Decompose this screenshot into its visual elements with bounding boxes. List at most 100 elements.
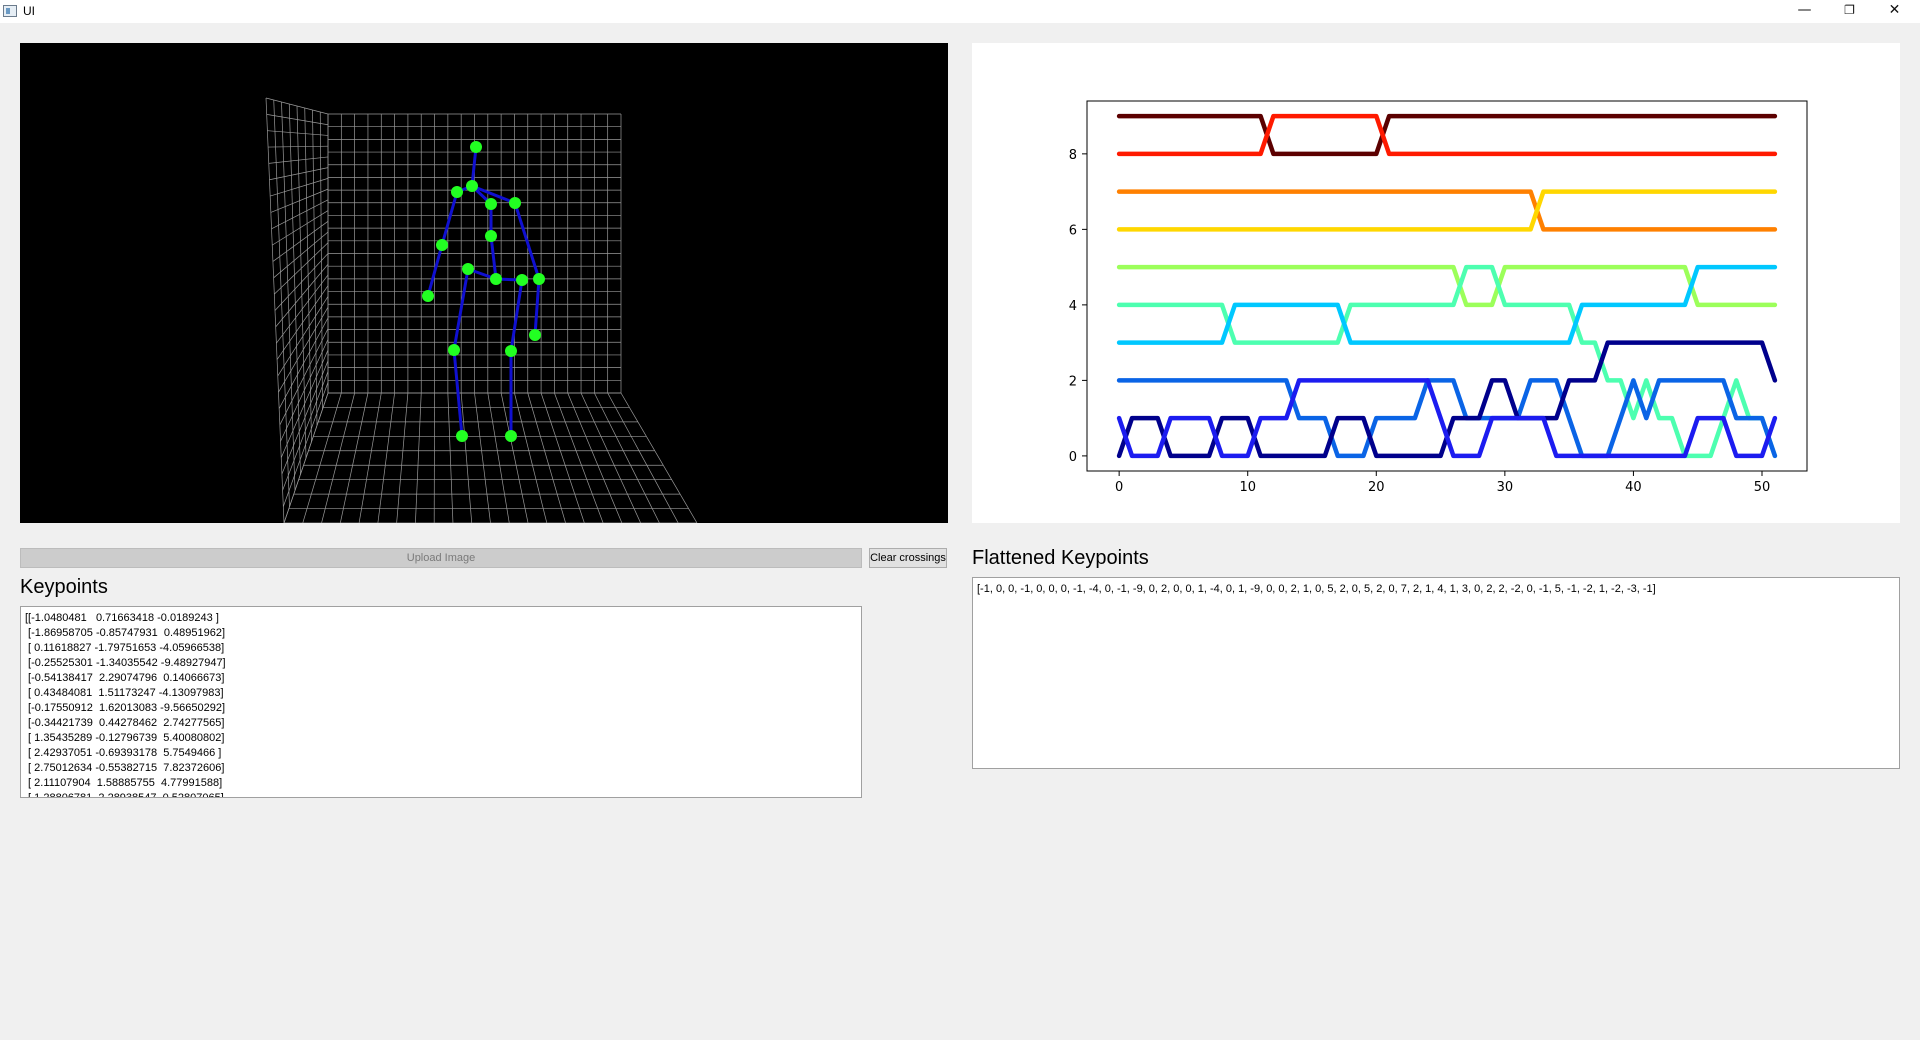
keypoints-label: Keypoints <box>20 576 108 598</box>
floor-grid-line <box>447 392 454 524</box>
floor-grid-line <box>396 392 409 524</box>
keypoints-textarea[interactable]: [[-1.0480481 0.71663418 -0.0189243 ] [-1… <box>20 606 862 798</box>
skeleton-joint <box>485 198 497 210</box>
chart-series-line <box>1116 340 1778 459</box>
keypoint-row: [ 2.11107904 1.58885755 4.77991588] <box>25 777 223 789</box>
left-wall-grid-line <box>272 210 329 246</box>
keypoint-row: [ 2.42937051 -0.69393178 5.7549466 ] <box>25 747 222 759</box>
skeleton-joint <box>448 344 460 356</box>
skeleton-bone <box>471 184 516 205</box>
minimize-button[interactable]: — <box>1797 2 1812 18</box>
skeleton-joint <box>462 263 474 275</box>
skeleton-3d-viewer[interactable] <box>20 43 948 524</box>
skeleton-joint <box>451 186 463 198</box>
skeleton-bone <box>513 202 541 280</box>
maximize-button[interactable]: ❐ <box>1844 3 1855 17</box>
skeleton-joint <box>505 430 517 442</box>
x-tick-label: 40 <box>1625 480 1642 495</box>
chart-series-line <box>1116 378 1778 459</box>
skeleton-canvas <box>265 97 698 524</box>
left-wall-grid-line <box>278 306 329 393</box>
grid-walls <box>265 97 698 524</box>
floor-grid-line <box>358 392 382 524</box>
skeleton-bone <box>426 244 444 297</box>
left-wall-grid-line <box>276 274 329 344</box>
keypoint-row: [-0.25525301 -1.34035542 -9.48927947] <box>25 657 226 669</box>
left-wall-grid-line <box>281 360 329 475</box>
crossings-plot: 0 10 20 30 40 50 0 2 4 6 8 <box>972 43 1900 523</box>
flattened-keypoints-text: [-1, 0, 0, -1, 0, 0, 0, -1, -4, 0, -1, -… <box>977 583 1656 595</box>
left-wall-grid-line <box>268 156 329 164</box>
left-wall-grid-line <box>282 382 329 507</box>
floor-grid-line <box>594 392 660 524</box>
left-wall-grid-line <box>273 231 329 279</box>
skeleton-joint <box>436 239 448 251</box>
chart-series-line <box>1116 264 1778 308</box>
left-wall-grid-line <box>275 264 329 328</box>
chart-series-line <box>1116 264 1778 345</box>
left-wall-grid-line <box>272 221 329 262</box>
floor-grid-line <box>580 392 641 524</box>
flattened-keypoints-textarea[interactable]: [-1, 0, 0, -1, 0, 0, 0, -1, -4, 0, -1, -… <box>972 577 1900 769</box>
floor-grid-line <box>607 392 679 524</box>
left-wall-grid-line <box>276 285 329 360</box>
chart-series-line <box>1116 189 1778 232</box>
x-tick-label: 20 <box>1368 480 1385 495</box>
close-button[interactable]: ✕ <box>1888 2 1901 18</box>
floor-grid-line <box>514 392 548 524</box>
chart-series-line <box>1116 113 1778 157</box>
keypoint-row: [-0.17550912 1.62013083 -9.56650292] <box>25 702 226 714</box>
floor-grid-line <box>302 392 342 524</box>
floor-grid-line <box>540 392 585 524</box>
chart-series <box>1116 113 1778 459</box>
y-tick-label: 8 <box>1069 148 1077 163</box>
skeleton-bone <box>533 278 541 336</box>
skeleton-joint <box>485 230 497 242</box>
floor-grid-line <box>283 392 329 524</box>
chart-series-line <box>1116 113 1778 157</box>
crossings-chart: 0 10 20 30 40 50 0 2 4 6 8 <box>1069 100 1808 495</box>
left-wall-grid-line <box>278 317 329 409</box>
left-wall-grid-line <box>270 188 329 213</box>
left-wall-grid-line <box>280 349 329 458</box>
x-tick-label: 50 <box>1754 480 1771 495</box>
floor-grid-line <box>339 392 369 524</box>
x-tick-label: 0 <box>1115 480 1123 495</box>
chart-axes-frame <box>1086 100 1808 472</box>
skeleton-joint <box>516 274 528 286</box>
skeleton-joint <box>466 180 478 192</box>
floor-grid-line <box>500 392 529 524</box>
x-tick-label: 10 <box>1239 480 1256 495</box>
chart-ticks: 0 10 20 30 40 50 0 2 4 6 8 <box>1069 148 1771 495</box>
left-wall-grid-line <box>279 328 329 426</box>
left-wall-grid-line <box>274 253 329 311</box>
skeleton-bone <box>452 268 470 351</box>
left-wall-grid-line <box>265 97 329 115</box>
keypoint-row: [-0.34421739 0.44278462 2.74277565] <box>25 717 225 729</box>
keypoint-row: [[-1.0480481 0.71663418 -0.0189243 ] <box>25 612 219 624</box>
skeleton-bone <box>440 191 459 246</box>
title-bar: UI — ❐ ✕ <box>0 0 1920 23</box>
skeleton-bone <box>452 349 464 437</box>
floor-grid-line <box>474 392 491 524</box>
left-wall-grid-line <box>270 178 329 197</box>
floor-grid-line <box>321 392 355 524</box>
left-wall-grid-line <box>274 242 329 295</box>
floor-grid-line <box>567 392 623 524</box>
floor-grid-line <box>415 392 422 524</box>
floor-grid-line <box>620 392 698 524</box>
y-tick-label: 6 <box>1069 223 1077 238</box>
skeleton-joint <box>470 141 482 153</box>
skeleton-joint <box>456 430 468 442</box>
skeleton-joint <box>422 290 434 302</box>
skeleton-bone <box>509 279 524 352</box>
clear-crossings-button[interactable]: Clear crossings <box>869 548 947 568</box>
upload-image-button[interactable]: Upload Image <box>20 548 862 568</box>
skeleton-bone <box>489 235 498 280</box>
skeleton-joint <box>533 273 545 285</box>
flattened-keypoints-label: Flattened Keypoints <box>972 547 1149 569</box>
y-tick-label: 0 <box>1069 450 1077 465</box>
keypoint-row: [ 1.28806781 2.28938547 0.52807065] <box>25 792 224 798</box>
floor-grid-line <box>554 392 604 524</box>
left-wall-grid-line <box>277 296 329 377</box>
